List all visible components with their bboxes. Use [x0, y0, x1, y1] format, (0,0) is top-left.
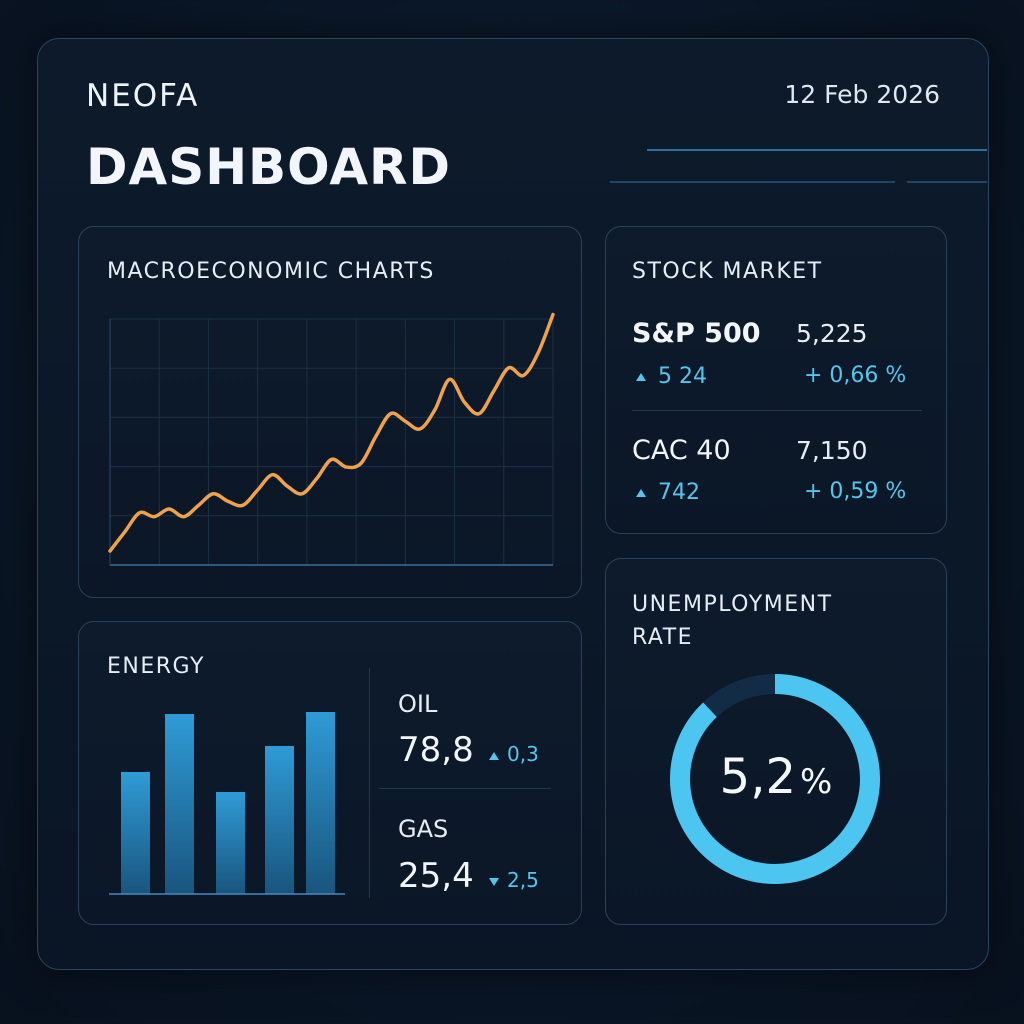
unemployment-unit: %	[800, 762, 833, 802]
energy-bar	[265, 746, 294, 894]
stock-value: 5,225	[796, 319, 868, 348]
energy-value: 78,8	[398, 730, 474, 770]
stock-percent: + 0,66 %	[804, 363, 907, 388]
stock-change-value: 5 24	[658, 364, 707, 389]
energy-change-value: 2,5	[507, 868, 539, 892]
stock-change: 5 24	[636, 364, 707, 389]
energy-bar	[216, 792, 245, 894]
unemployment-value: 5,2	[719, 749, 797, 805]
header-date: 12 Feb 2026	[784, 80, 940, 109]
stock-change-value: 742	[658, 480, 700, 505]
stock-name: CAC 40	[632, 435, 731, 466]
arrow-up-icon	[489, 751, 499, 760]
stock-card[interactable]: STOCK MARKET S&P 500 5,225 5 24 + 0,66 %…	[605, 226, 947, 534]
energy-bar	[121, 772, 150, 894]
decor-line	[647, 149, 987, 151]
stock-percent: + 0,59 %	[804, 479, 907, 504]
energy-change-value: 0,3	[507, 742, 539, 766]
donut-filled-arc	[670, 674, 880, 884]
macro-card-title: MACROECONOMIC CHARTS	[107, 259, 435, 284]
arrow-up-icon	[636, 489, 646, 497]
divider	[632, 410, 922, 411]
unemployment-title: UNEMPLOYMENT	[632, 592, 833, 617]
brand-name: NEOFA	[86, 78, 200, 114]
page-title: DASHBOARD	[86, 138, 452, 196]
energy-label: GAS	[398, 815, 449, 843]
stock-value: 7,150	[796, 436, 868, 465]
arrow-down-icon	[489, 877, 499, 886]
energy-change: 0,3	[489, 742, 539, 766]
stock-name: S&P 500	[632, 318, 761, 349]
unemployment-value-wrap: 5,2%	[606, 749, 946, 805]
decor-line	[610, 181, 895, 183]
energy-bar	[306, 712, 335, 894]
series-line	[108, 312, 555, 553]
macro-line-chart[interactable]	[79, 227, 581, 597]
macro-card[interactable]: MACROECONOMIC CHARTS	[78, 226, 582, 598]
energy-card-title: ENERGY	[107, 654, 205, 679]
divider	[379, 788, 551, 789]
stock-change: 742	[636, 480, 700, 505]
energy-card[interactable]: ENERGY OIL 78,8 0,3 GAS 25,4 2,5	[78, 621, 582, 925]
vertical-divider	[369, 668, 370, 898]
energy-bar	[165, 714, 194, 894]
unemployment-title: RATE	[632, 625, 694, 650]
unemployment-donut-chart[interactable]	[606, 559, 946, 924]
decor-line	[907, 181, 987, 183]
energy-value: 25,4	[398, 856, 474, 896]
arrow-up-icon	[636, 373, 646, 381]
energy-change: 2,5	[489, 868, 539, 892]
unemployment-card[interactable]: UNEMPLOYMENT RATE 5,2%	[605, 558, 947, 925]
stock-card-title: STOCK MARKET	[632, 259, 823, 284]
energy-bar-chart[interactable]	[79, 622, 379, 924]
energy-label: OIL	[398, 690, 438, 718]
